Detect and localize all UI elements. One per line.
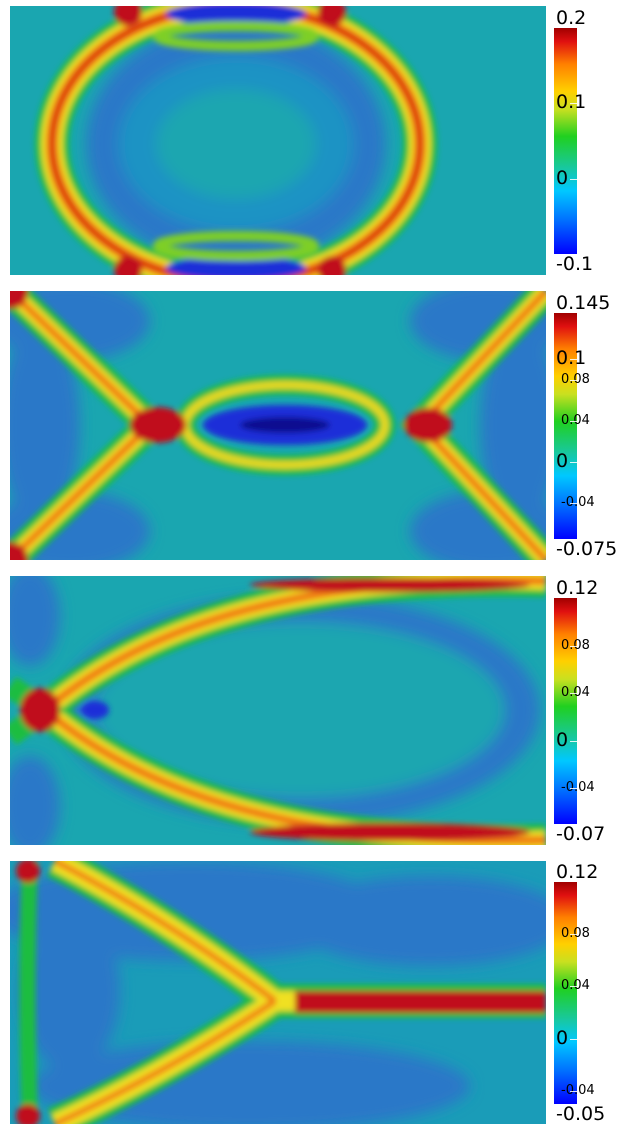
colorbar-2-label: 0.1 bbox=[556, 347, 587, 370]
heatmap-panel-2: 0.145 0.1 0.08 0.04 0 -0.04 -0.075 bbox=[0, 285, 618, 570]
field-plot-2 bbox=[10, 291, 546, 560]
colorbar-3-tick bbox=[570, 645, 577, 647]
colorbar-1-label: 0 bbox=[556, 166, 569, 189]
field-front bbox=[10, 576, 546, 845]
colorbar-2-label: 0.04 bbox=[561, 412, 590, 428]
colorbar-2-tick bbox=[570, 503, 577, 505]
colorbar-3-label: 0 bbox=[556, 728, 569, 751]
colorbar-3-label: 0.08 bbox=[561, 637, 590, 653]
field-svg-4 bbox=[10, 861, 546, 1124]
field-plot-1 bbox=[10, 6, 546, 275]
colorbar-4-label: -0.05 bbox=[556, 1103, 606, 1125]
colorbar-1 bbox=[554, 28, 577, 254]
colorbar-2-label: 0.08 bbox=[561, 371, 590, 387]
colorbar-2-tick bbox=[570, 420, 577, 422]
colorbar-2 bbox=[554, 313, 577, 539]
colorbar-4-tick bbox=[570, 1038, 577, 1040]
colorbar-4-tick bbox=[570, 934, 577, 936]
colorbar-2-tick bbox=[570, 461, 577, 463]
field-ring bbox=[35, 6, 437, 275]
colorbar-3 bbox=[554, 598, 577, 824]
colorbar-2-label: 0 bbox=[556, 449, 569, 472]
colorbar-4-tick bbox=[570, 986, 577, 988]
colorbar-3-label: -0.07 bbox=[556, 823, 606, 845]
colorbar-1-tick bbox=[570, 178, 577, 180]
colorbar-1-label: -0.1 bbox=[556, 253, 594, 275]
heatmap-panel-3: 0.12 0.08 0.04 0 -0.04 -0.07 bbox=[0, 570, 618, 855]
field-blobs bbox=[10, 576, 540, 845]
colorbar-4-label: 0.04 bbox=[561, 978, 590, 994]
colorbar-4-tick bbox=[570, 1090, 577, 1092]
field-svg-1 bbox=[10, 6, 546, 275]
colorbar-3-tick bbox=[570, 788, 577, 790]
colorbar-2-label: -0.04 bbox=[561, 495, 595, 511]
colorbar-1-label: 0.1 bbox=[556, 91, 587, 114]
heatmap-panel-1: 0.2 0.1 0 -0.1 bbox=[0, 0, 618, 285]
colorbar-1-tick bbox=[570, 103, 577, 105]
colorbar-4-label: -0.04 bbox=[561, 1082, 595, 1098]
colorbar-2-label: -0.075 bbox=[556, 538, 618, 560]
heatmap-panel-4: 0.12 0.08 0.04 0 -0.04 -0.05 bbox=[0, 855, 618, 1128]
colorbar-3-label: 0.12 bbox=[556, 577, 599, 599]
colorbar-4-label: 0.08 bbox=[561, 926, 590, 942]
colorbar-2-tick bbox=[570, 359, 577, 361]
field-blobs bbox=[86, 22, 386, 266]
colorbar-2-label: 0.145 bbox=[556, 292, 611, 314]
colorbar-3-tick bbox=[570, 740, 577, 742]
field-plot-3 bbox=[10, 576, 546, 845]
field-fronts bbox=[16, 861, 546, 1124]
colorbar-3-label: 0.04 bbox=[561, 685, 590, 701]
field-svg-2 bbox=[10, 291, 546, 560]
field-svg-3 bbox=[10, 576, 546, 845]
field-fronts bbox=[10, 291, 546, 560]
field-plot-4 bbox=[10, 861, 546, 1124]
colorbar-4-label: 0.12 bbox=[556, 861, 599, 883]
colorbar-4 bbox=[554, 882, 577, 1104]
colorbar-3-tick bbox=[570, 693, 577, 695]
colorbar-3-label: -0.04 bbox=[561, 780, 595, 796]
colorbar-4-label: 0 bbox=[556, 1026, 569, 1049]
colorbar-1-label: 0.2 bbox=[556, 7, 587, 29]
colorbar-2-tick bbox=[570, 379, 577, 381]
